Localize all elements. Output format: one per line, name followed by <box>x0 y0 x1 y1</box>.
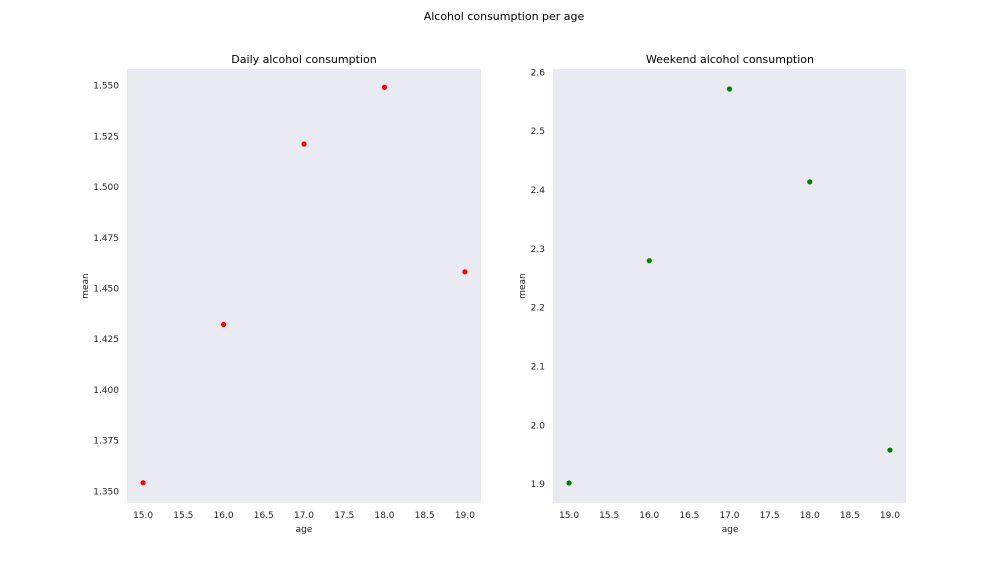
weekend-data-point <box>887 447 893 453</box>
daily-x-tick-label: 17.0 <box>294 511 314 521</box>
weekend-y-tick-label: 2.4 <box>531 186 546 196</box>
daily-plot-area <box>127 69 481 503</box>
daily-x-ticks: 15.0 15.5 16.0 16.5 17.0 17.5 18.0 18.5 19.0 <box>133 511 475 521</box>
daily-data-point <box>462 269 468 275</box>
weekend-y-tick-label: 2.2 <box>531 304 545 314</box>
weekend-y-axis-label: mean <box>518 273 528 299</box>
weekend-x-tick-label: 17.0 <box>719 511 739 521</box>
daily-y-tick-label: 1.525 <box>93 132 119 142</box>
weekend-y-tick-label: 2.3 <box>531 245 545 255</box>
weekend-x-tick-label: 15.0 <box>559 511 579 521</box>
daily-consumption-panel: Daily alcohol consumption age mean 15.0 1… <box>81 53 481 535</box>
daily-y-tick-label: 1.400 <box>93 386 119 396</box>
daily-data-point <box>381 84 388 90</box>
weekend-y-ticks: 1.9 2.0 2.1 2.2 2.3 2.4 2.5 2.6 <box>531 68 546 490</box>
daily-points <box>140 84 468 486</box>
daily-chart-title: Daily alcohol consumption <box>231 53 376 66</box>
daily-x-tick-label: 15.0 <box>133 511 153 521</box>
daily-y-ticks: 1.350 1.375 1.400 1.425 1.450 1.475 1.500 1.525… <box>93 82 119 498</box>
weekend-x-tick-label: 17.5 <box>760 511 780 521</box>
daily-x-tick-label: 15.5 <box>173 511 193 521</box>
weekend-y-tick-label: 2.1 <box>531 362 545 372</box>
daily-x-tick-label: 17.5 <box>334 511 354 521</box>
weekend-y-tick-label: 2.6 <box>531 68 546 78</box>
daily-data-point <box>301 141 307 147</box>
weekend-x-tick-label: 19.0 <box>880 511 900 521</box>
daily-y-tick-label: 1.350 <box>93 487 119 497</box>
weekend-x-tick-label: 15.5 <box>599 511 619 521</box>
daily-y-tick-label: 1.500 <box>93 183 119 193</box>
weekend-x-axis-label: age <box>722 525 739 535</box>
daily-y-tick-label: 1.475 <box>93 234 119 244</box>
weekend-x-tick-label: 16.0 <box>639 511 659 521</box>
weekend-data-point <box>807 179 813 185</box>
weekend-y-tick-label: 1.9 <box>531 480 546 490</box>
daily-y-tick-label: 1.450 <box>93 285 119 295</box>
weekend-y-tick-label: 2.0 <box>531 421 546 431</box>
daily-y-tick-label: 1.550 <box>93 82 119 92</box>
daily-y-tick-label: 1.375 <box>93 437 119 447</box>
weekend-y-tick-label: 2.5 <box>531 127 545 137</box>
weekend-plot-area <box>553 69 906 503</box>
weekend-consumption-panel: Weekend alcohol consumption age mean 15.… <box>518 53 906 535</box>
daily-x-tick-label: 16.0 <box>214 511 234 521</box>
weekend-x-tick-label: 18.5 <box>840 511 860 521</box>
daily-y-tick-label: 1.425 <box>93 335 119 345</box>
weekend-x-ticks: 15.0 15.5 16.0 16.5 17.0 17.5 18.0 18.5 19.0 <box>559 511 900 521</box>
daily-data-point <box>140 480 146 486</box>
weekend-data-point <box>566 480 572 486</box>
weekend-chart-title: Weekend alcohol consumption <box>646 53 814 66</box>
weekend-x-tick-label: 16.5 <box>679 511 699 521</box>
daily-x-axis-label: age <box>296 525 313 535</box>
weekend-points <box>566 86 893 486</box>
weekend-data-point <box>726 86 733 92</box>
daily-x-tick-label: 18.5 <box>415 511 435 521</box>
daily-data-point <box>220 321 227 328</box>
daily-x-tick-label: 19.0 <box>455 511 475 521</box>
weekend-data-point <box>646 258 652 264</box>
daily-x-tick-label: 16.5 <box>254 511 274 521</box>
figure-suptitle: Alcohol consumption per age <box>424 10 585 23</box>
weekend-x-tick-label: 18.0 <box>800 511 820 521</box>
daily-y-axis-label: mean <box>81 273 91 299</box>
daily-x-tick-label: 18.0 <box>374 511 394 521</box>
